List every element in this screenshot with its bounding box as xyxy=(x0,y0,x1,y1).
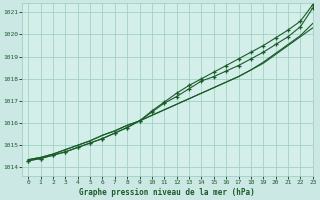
X-axis label: Graphe pression niveau de la mer (hPa): Graphe pression niveau de la mer (hPa) xyxy=(79,188,255,197)
